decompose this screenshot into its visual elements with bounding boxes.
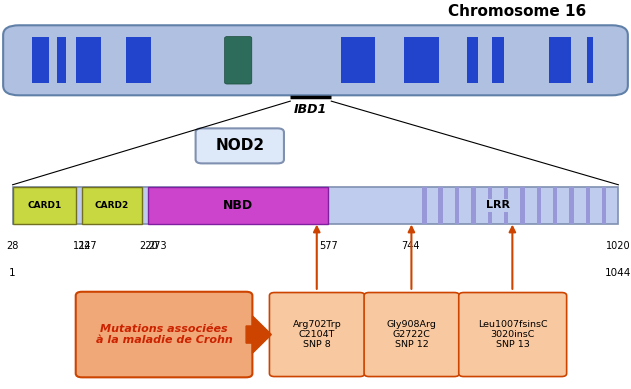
Bar (549, 37, 571, 83)
Bar (422, 187, 427, 224)
Bar (341, 37, 375, 83)
Polygon shape (246, 316, 271, 353)
Text: 1044: 1044 (605, 268, 631, 279)
Text: 1020: 1020 (606, 241, 631, 251)
Bar (553, 187, 557, 224)
FancyBboxPatch shape (196, 128, 284, 163)
Text: CARD1: CARD1 (27, 201, 61, 210)
Text: Chromosome 16: Chromosome 16 (448, 4, 587, 19)
Text: Gly908Arg
G2722C
SNP 12: Gly908Arg G2722C SNP 12 (387, 320, 437, 349)
FancyBboxPatch shape (3, 25, 628, 95)
Text: LRR: LRR (487, 200, 510, 210)
Bar (404, 37, 439, 83)
Bar (57, 37, 66, 83)
Text: 1: 1 (9, 268, 16, 279)
Bar (504, 187, 509, 224)
FancyBboxPatch shape (225, 37, 252, 84)
Bar (148, 187, 328, 224)
Text: NOD2: NOD2 (215, 138, 264, 153)
Bar (439, 187, 443, 224)
Text: 577: 577 (319, 241, 338, 251)
Text: 127: 127 (79, 241, 98, 251)
Text: 124: 124 (73, 241, 91, 251)
Bar (602, 187, 606, 224)
Bar (492, 37, 504, 83)
FancyBboxPatch shape (269, 293, 365, 377)
Bar (587, 37, 593, 83)
Bar (13, 187, 76, 224)
Bar (471, 187, 476, 224)
Text: 28: 28 (6, 241, 19, 251)
Bar (32, 37, 49, 83)
Bar (13, 187, 618, 224)
Bar (586, 187, 590, 224)
Bar (520, 187, 524, 224)
Text: 273: 273 (148, 241, 167, 251)
Text: Arg702Trp
C2104T
SNP 8: Arg702Trp C2104T SNP 8 (293, 320, 341, 349)
Text: 220: 220 (139, 241, 158, 251)
Text: CARD2: CARD2 (95, 201, 129, 210)
Bar (126, 37, 151, 83)
FancyBboxPatch shape (76, 292, 252, 377)
Bar (569, 187, 574, 224)
Bar (488, 187, 492, 224)
Text: Mutations associées
à la maladie de Crohn: Mutations associées à la maladie de Croh… (96, 324, 232, 345)
Text: NBD: NBD (223, 199, 253, 212)
Bar (82, 187, 142, 224)
Bar (536, 187, 541, 224)
FancyBboxPatch shape (459, 293, 567, 377)
Bar (455, 187, 459, 224)
Text: IBD1: IBD1 (294, 103, 327, 116)
FancyBboxPatch shape (364, 293, 459, 377)
Text: Leu1007fsinsC
3020insC
SNP 13: Leu1007fsinsC 3020insC SNP 13 (478, 320, 548, 349)
Bar (467, 37, 478, 83)
Bar (76, 37, 101, 83)
Text: 744: 744 (401, 241, 420, 251)
